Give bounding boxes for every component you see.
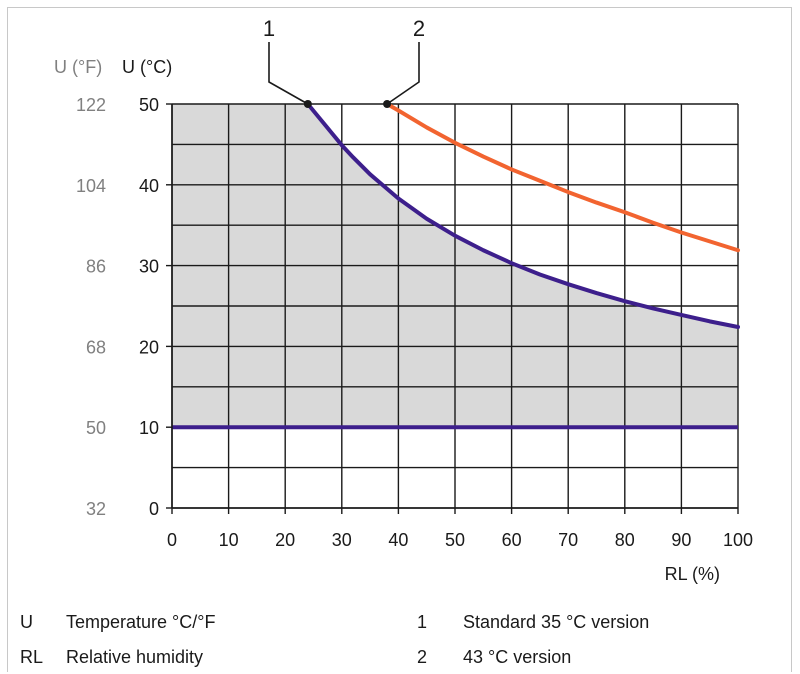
x-tick-label: 80 bbox=[615, 530, 635, 550]
y-tick-label-fahrenheit: 68 bbox=[86, 337, 106, 357]
x-tick-label: 40 bbox=[388, 530, 408, 550]
x-tick-label: 50 bbox=[445, 530, 465, 550]
legend-key: RL bbox=[20, 647, 44, 667]
y-tick-label-celsius: 0 bbox=[149, 499, 159, 519]
x-tick-label: 10 bbox=[219, 530, 239, 550]
x-tick-label: 0 bbox=[167, 530, 177, 550]
y-tick-label-celsius: 10 bbox=[139, 418, 159, 438]
y-tick-label-celsius: 30 bbox=[139, 257, 159, 277]
callout-1-label: 1 bbox=[263, 16, 275, 41]
y-tick-label-celsius: 40 bbox=[139, 176, 159, 196]
x-tick-label: 70 bbox=[558, 530, 578, 550]
y-tick-label-celsius: 50 bbox=[139, 95, 159, 115]
y-axis-label-celsius: U (°C) bbox=[122, 57, 172, 77]
y-axis-label-fahrenheit: U (°F) bbox=[54, 57, 102, 77]
x-tick-label: 60 bbox=[502, 530, 522, 550]
figure-frame bbox=[7, 7, 792, 672]
series-1-line bbox=[305, 102, 740, 330]
series-2-line bbox=[385, 102, 740, 253]
legend-value: Relative humidity bbox=[66, 647, 204, 667]
chart: 0 10 20 30 40 50 60 70 80 90 100 0 32 10 50 20 68 30 86 40 1… bbox=[54, 16, 753, 584]
y-tick-label-fahrenheit: 122 bbox=[76, 95, 106, 115]
y-tick-label-fahrenheit: 32 bbox=[86, 499, 106, 519]
callout-1-leader bbox=[268, 42, 309, 105]
y-tick-label-fahrenheit: 86 bbox=[86, 257, 106, 277]
y-tick-label-fahrenheit: 104 bbox=[76, 176, 106, 196]
legend-key: 2 bbox=[417, 647, 428, 667]
legend-value: Standard 35 °C version bbox=[463, 612, 650, 632]
legend-key: 1 bbox=[417, 612, 428, 632]
x-axis-label: RL (%) bbox=[665, 564, 720, 584]
y-tick-label-fahrenheit: 50 bbox=[86, 418, 106, 438]
x-tick-label: 100 bbox=[723, 530, 753, 550]
legend-value: 43 °C version bbox=[463, 647, 572, 667]
x-tick-label: 30 bbox=[332, 530, 352, 550]
legend-value: Temperature °C/°F bbox=[66, 612, 216, 632]
callout-2-label: 2 bbox=[413, 16, 425, 41]
callout-2-dot bbox=[383, 100, 392, 108]
x-tick-label: 20 bbox=[275, 530, 295, 550]
x-tick-label: 90 bbox=[671, 530, 691, 550]
y-tick-label-celsius: 20 bbox=[139, 337, 159, 357]
callout-2-leader bbox=[386, 42, 420, 105]
legend-key: U bbox=[20, 612, 33, 632]
callout-1-dot bbox=[303, 100, 312, 108]
